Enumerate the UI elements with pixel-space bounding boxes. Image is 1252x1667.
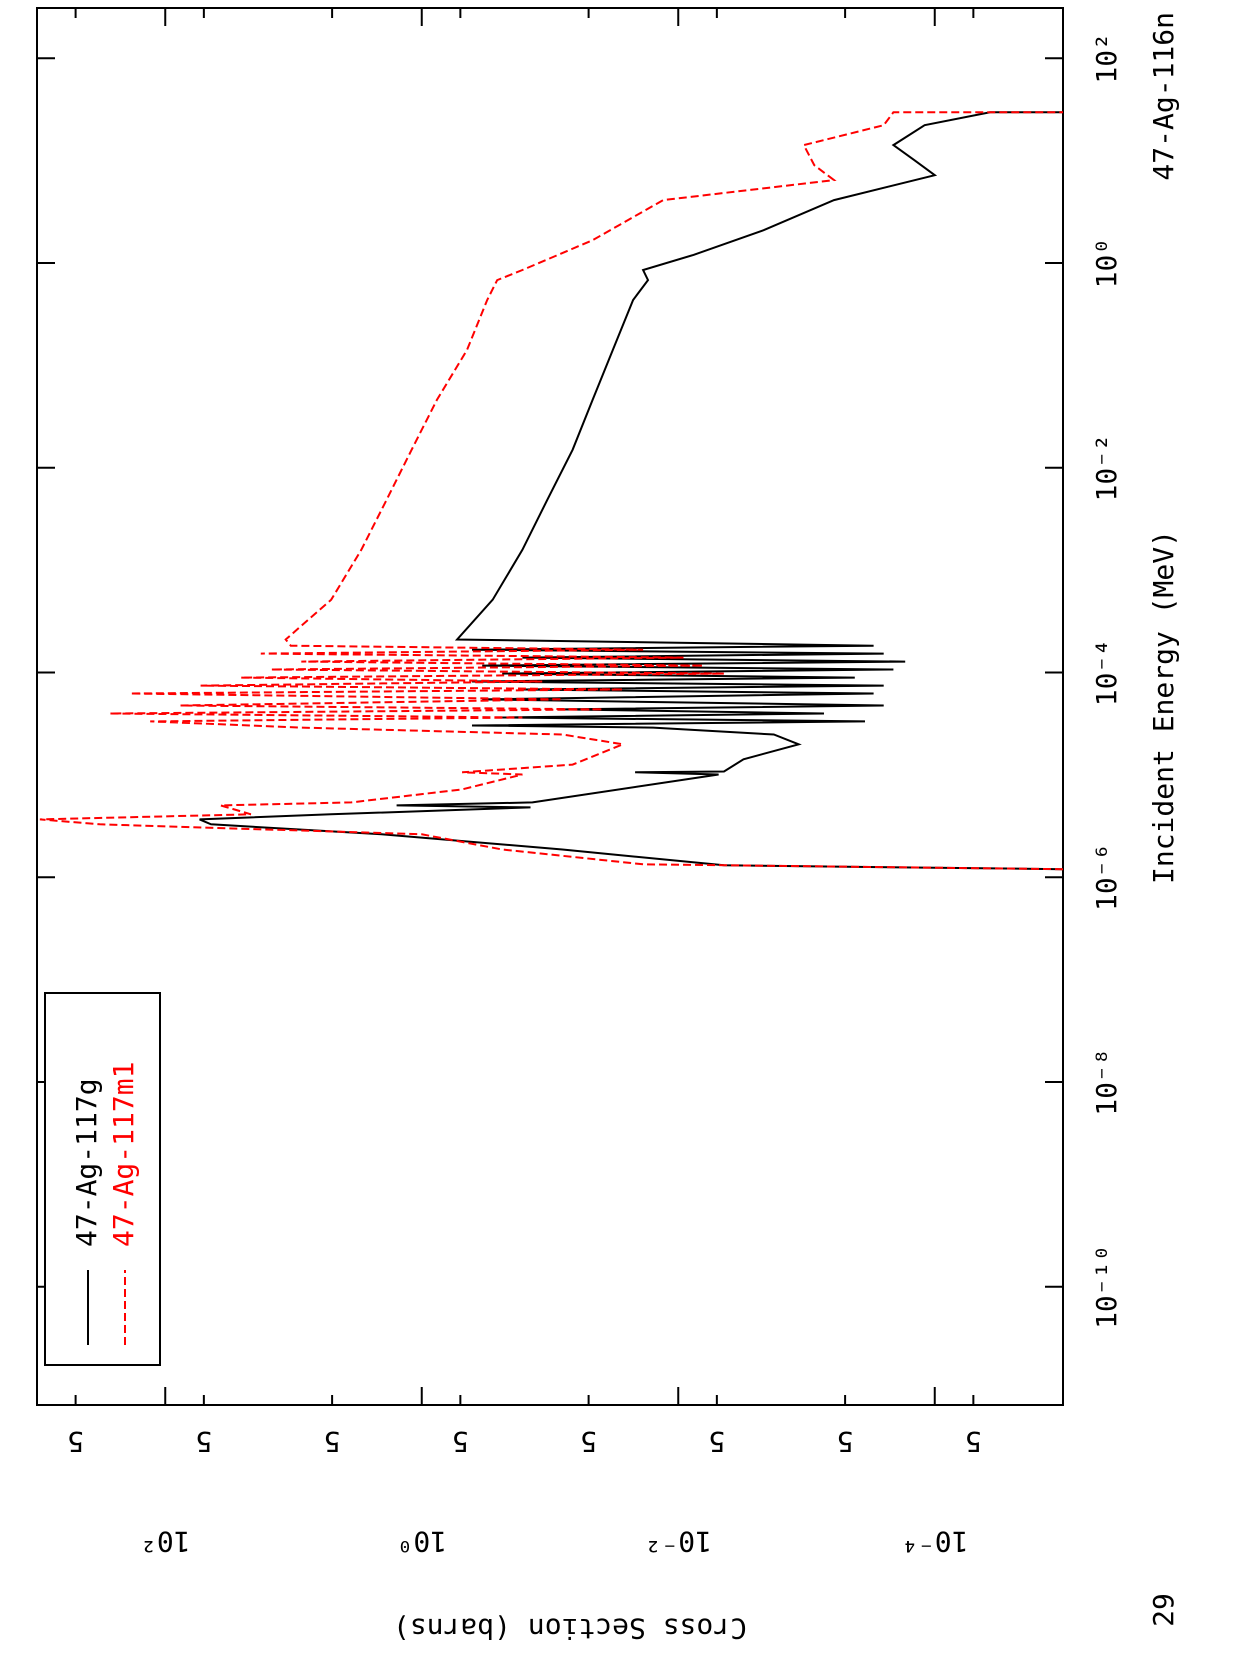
page-number: 29 bbox=[1147, 1593, 1180, 1627]
y-tick-label: 5 bbox=[580, 1425, 597, 1458]
y-tick-label: 10⁰ bbox=[396, 1525, 447, 1558]
legend-box bbox=[44, 992, 161, 1366]
x-tick-label: 10⁰ bbox=[1090, 238, 1123, 289]
title: 47-Ag-116n bbox=[1147, 12, 1180, 181]
y-tick-label: 5 bbox=[708, 1425, 725, 1458]
legend-label: 47-Ag-117g bbox=[70, 1078, 103, 1247]
series-line bbox=[39, 111, 1064, 871]
y-tick-label: 10² bbox=[140, 1525, 191, 1558]
x-tick-label: 10⁻⁶ bbox=[1090, 844, 1123, 911]
x-tick-label: 10⁻² bbox=[1090, 434, 1123, 501]
y-tick-label: 5 bbox=[195, 1425, 212, 1458]
y-tick-label: 5 bbox=[837, 1425, 854, 1458]
y-tick-label: 5 bbox=[965, 1425, 982, 1458]
series-line bbox=[199, 111, 1064, 871]
y-tick-label: 5 bbox=[324, 1425, 341, 1458]
x-axis-label: Incident Energy (MeV) bbox=[1147, 530, 1180, 884]
y-tick-label: 5 bbox=[67, 1425, 84, 1458]
x-tick-label: 10⁻⁴ bbox=[1090, 639, 1123, 706]
y-tick-label: 10⁻² bbox=[645, 1525, 712, 1558]
x-tick-label: 10² bbox=[1090, 33, 1123, 84]
y-axis-label: Cross Section (barns) bbox=[393, 1612, 747, 1645]
frame bbox=[36, 7, 1064, 1406]
x-tick-label: 10⁻⁸ bbox=[1090, 1048, 1123, 1115]
legend-label: 47-Ag-117m1 bbox=[107, 1062, 140, 1247]
rotated-plot: Incident Energy (MeV) 47-Ag-116n 29 Cros… bbox=[36, 7, 1180, 1645]
x-tick-label: 10⁻¹⁰ bbox=[1090, 1245, 1123, 1329]
y-tick-label: 10⁻⁴ bbox=[901, 1525, 968, 1558]
y-tick-label: 5 bbox=[452, 1425, 469, 1458]
